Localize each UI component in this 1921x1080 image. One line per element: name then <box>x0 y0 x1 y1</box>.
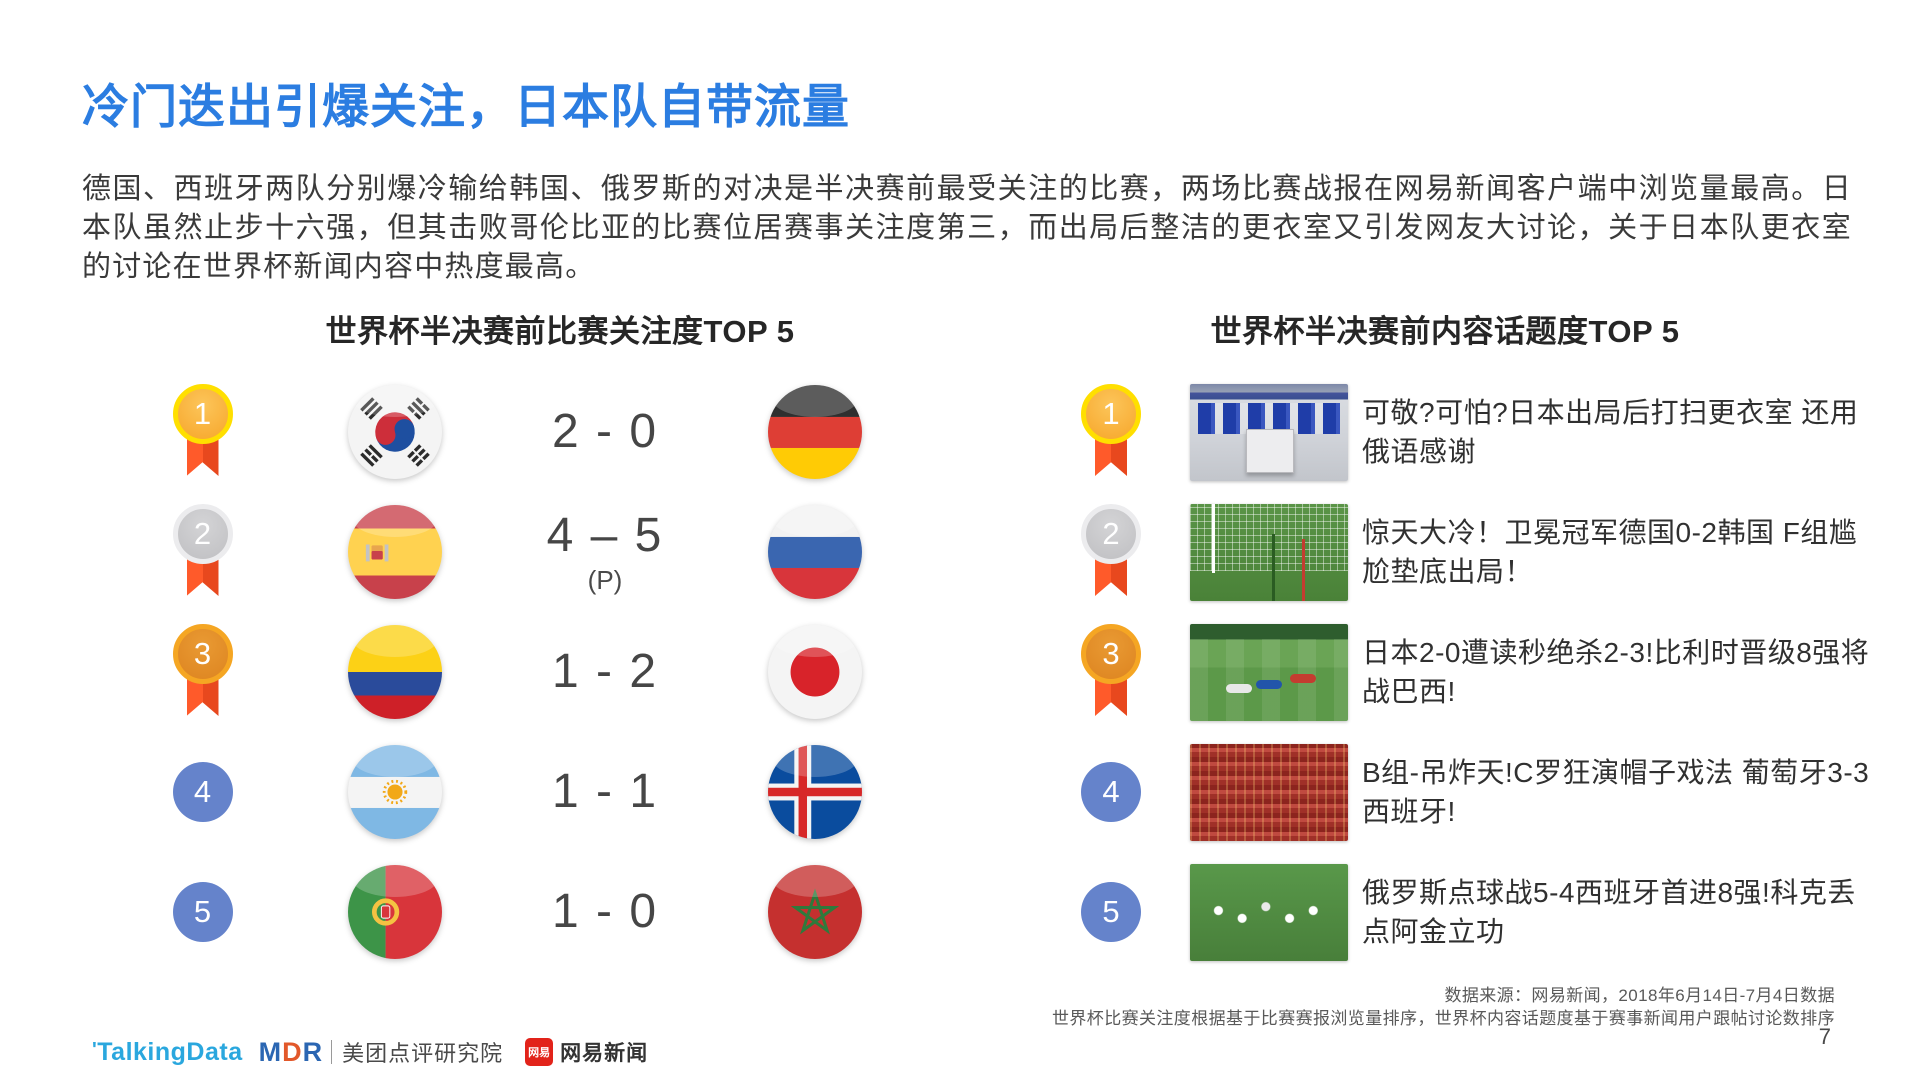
rank-number: 1 <box>1102 396 1120 431</box>
russia-flag-icon <box>768 505 862 599</box>
morocco-flag-icon <box>768 865 862 959</box>
netease-logo-icon: 网易 <box>525 1038 554 1066</box>
match-row-4: 4 1 - 1 <box>135 732 985 852</box>
silver-medal-icon: 2 <box>172 504 234 600</box>
match-score: 2 - 0 <box>551 404 659 458</box>
rank-circle-badge: 4 <box>172 762 234 822</box>
silver-medal-icon: 2 <box>1080 504 1142 600</box>
page-title: 冷门迭出引爆关注，日本队自带流量 <box>82 80 850 133</box>
colombia-flag-icon <box>348 625 442 719</box>
rank-number: 4 <box>193 774 212 809</box>
topic-ranking-list: 1 可敬?可怕?日本出局后打扫更衣室 还用俄语感谢 2 惊天大冷！卫冕冠军德国0… <box>1080 372 1870 972</box>
rank-circle-badge: 4 <box>1080 762 1142 822</box>
japan-belgium-match-photo <box>1190 623 1348 721</box>
rank-number: 3 <box>1102 636 1120 671</box>
score-cell: 1 - 0 <box>552 884 658 941</box>
iceland-flag-icon <box>768 745 862 839</box>
meituan-institute-logo: 美团点评研究院 <box>342 1041 504 1066</box>
score-cell: 1 - 1 <box>552 764 658 821</box>
topic-row-5: 5 俄罗斯点球战5-4西班牙首进8强!科克丢点阿金立功 <box>1080 852 1870 972</box>
russia-spain-celebration-photo <box>1190 863 1348 961</box>
spain-flag-icon <box>348 505 442 599</box>
mdr-logo: MDR <box>258 1036 324 1067</box>
score-cell: 2 - 0 <box>552 404 658 461</box>
argentina-flag-icon <box>348 745 442 839</box>
match-ranking-heading: 世界杯半决赛前比赛关注度TOP 5 <box>325 314 795 349</box>
south-korea-flag-icon <box>348 385 442 479</box>
germany-flag-icon <box>768 385 862 479</box>
topic-title: 日本2-0遭读秒绝杀2-3!比利时晋级8强将战巴西! <box>1362 637 1870 707</box>
japan-locker-room-photo <box>1190 383 1348 481</box>
germany-korea-goal-photo <box>1190 503 1348 601</box>
rank-number: 5 <box>1102 894 1120 929</box>
rank-number: 3 <box>193 636 212 671</box>
topic-title: 可敬?可怕?日本出局后打扫更衣室 还用俄语感谢 <box>1362 397 1859 467</box>
netease-news-logo: 网易新闻 <box>560 1042 649 1065</box>
gold-medal-icon: 1 <box>172 384 234 480</box>
match-row-2: 2 4 – 5 (P) <box>135 492 985 612</box>
match-score: 4 – 5 <box>546 509 664 562</box>
match-ranking-list: 1 <box>135 372 985 972</box>
logo-divider <box>331 1040 333 1064</box>
footer-logos: TalkingData MDR 美团点评研究院 网易 网易新闻 <box>92 1036 648 1068</box>
talkingdata-logo: TalkingData <box>92 1038 243 1067</box>
match-row-1: 1 <box>135 372 985 492</box>
portugal-spain-fans-photo <box>1190 743 1348 841</box>
match-score: 1 - 0 <box>551 884 659 938</box>
topic-title: 俄罗斯点球战5-4西班牙首进8强!科克丢点阿金立功 <box>1362 877 1856 947</box>
rank-number: 1 <box>193 396 212 431</box>
bronze-medal-icon: 3 <box>172 624 234 720</box>
match-score: 1 - 1 <box>551 764 659 818</box>
bronze-medal-icon: 3 <box>1080 624 1142 720</box>
portugal-flag-icon <box>348 865 442 959</box>
rank-number: 4 <box>1102 774 1120 809</box>
score-cell: 4 – 5 (P) <box>547 508 664 596</box>
intro-paragraph: 德国、西班牙两队分别爆冷输给韩国、俄罗斯的对决是半决赛前最受关注的比赛，两场比赛… <box>82 173 1852 283</box>
score-cell: 1 - 2 <box>552 644 658 701</box>
topic-ranking-heading: 世界杯半决赛前内容话题度TOP 5 <box>1210 314 1680 349</box>
topic-row-1: 1 可敬?可怕?日本出局后打扫更衣室 还用俄语感谢 <box>1080 372 1870 492</box>
gold-medal-icon: 1 <box>1080 384 1142 480</box>
match-score: 1 - 2 <box>551 644 659 698</box>
rank-number: 2 <box>193 516 212 551</box>
rank-circle-badge: 5 <box>1080 882 1142 942</box>
rank-number: 5 <box>193 894 212 929</box>
source-line-2: 世界杯比赛关注度根据基于比赛赛报浏览量排序，世界杯内容话题度基于赛事新闻用户跟帖… <box>1052 1009 1835 1028</box>
match-row-5: 5 1 - 0 <box>135 852 985 972</box>
page-number: 7 <box>1818 1024 1831 1049</box>
topic-title: B组-吊炸天!C罗狂演帽子戏法 葡萄牙3-3西班牙! <box>1362 757 1870 827</box>
source-line-1: 数据来源：网易新闻，2018年6月14日-7月4日数据 <box>1444 986 1835 1005</box>
rank-number: 2 <box>1102 516 1120 551</box>
match-row-3: 3 1 - 2 <box>135 612 985 732</box>
data-source-note: 数据来源：网易新闻，2018年6月14日-7月4日数据 世界杯比赛关注度根据基于… <box>1052 984 1835 1030</box>
topic-row-2: 2 惊天大冷！卫冕冠军德国0-2韩国 F组尴尬垫底出局！ <box>1080 492 1870 612</box>
topic-row-3: 3 日本2-0遭读秒绝杀2-3!比利时晋级8强将战巴西! <box>1080 612 1870 732</box>
topic-title: 惊天大冷！卫冕冠军德国0-2韩国 F组尴尬垫底出局！ <box>1362 517 1858 587</box>
rank-circle-badge: 5 <box>172 882 234 942</box>
japan-flag-icon <box>768 625 862 719</box>
score-note: (P) <box>587 565 623 595</box>
topic-row-4: 4 B组-吊炸天!C罗狂演帽子戏法 葡萄牙3-3西班牙! <box>1080 732 1870 852</box>
